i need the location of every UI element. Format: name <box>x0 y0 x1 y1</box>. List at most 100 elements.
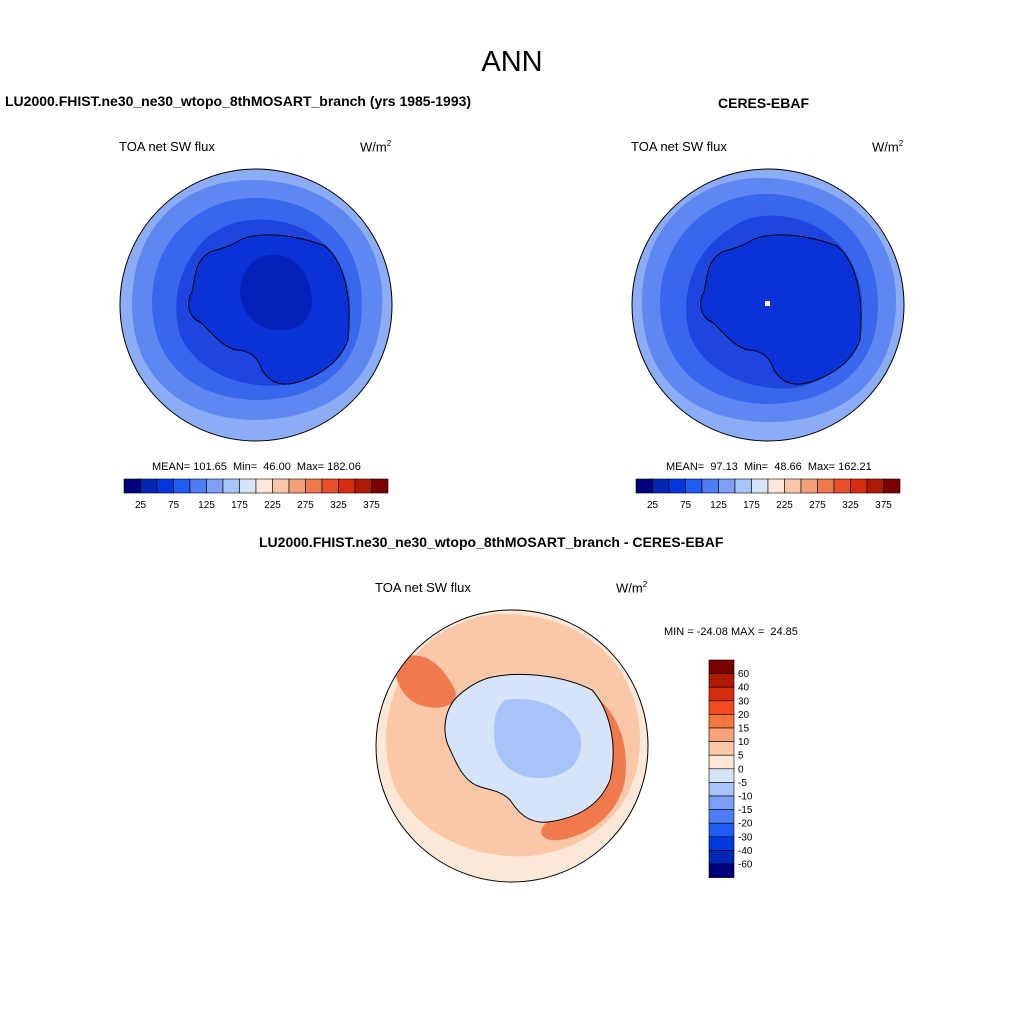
colorbar-swatch <box>751 478 769 494</box>
colorbar-swatch <box>140 478 158 494</box>
colorbar-tick-label: 175 <box>743 500 760 511</box>
colorbar-tick-label: -60 <box>738 860 753 871</box>
colorbar-tick-label: 40 <box>738 683 750 694</box>
colorbar-tick-label: 5 <box>738 751 744 762</box>
colorbar-tick-label: 375 <box>875 500 892 511</box>
colorbar-tick-label: 225 <box>264 500 281 511</box>
colorbar-swatch <box>272 478 290 494</box>
panel1-variable-label: TOA net SW flux <box>119 139 215 154</box>
panel3-units-label: W/m2 <box>616 580 648 596</box>
colorbar-swatch <box>635 478 653 494</box>
colorbar-tick-label: -40 <box>738 846 753 857</box>
colorbar-tick-label: 275 <box>297 500 314 511</box>
colorbar-swatch <box>173 478 191 494</box>
colorbar-tick-label: 125 <box>198 500 215 511</box>
colorbar-tick-label: 20 <box>738 710 750 721</box>
colorbar-ceres: 25 75 125 175 225 275 325 375 <box>635 478 901 511</box>
panel3-title: LU2000.FHIST.ne30_ne30_wtopo_8thMOSART_b… <box>259 534 724 550</box>
colorbar-swatch <box>708 741 735 756</box>
colorbar-swatch <box>833 478 851 494</box>
panel2-units-label: W/m2 <box>872 139 904 155</box>
colorbar-swatch <box>708 768 735 783</box>
colorbar-tick-label: 30 <box>738 696 750 707</box>
colorbar-tick-label: 15 <box>738 724 750 735</box>
colorbar-swatch <box>850 478 868 494</box>
colorbar-swatch <box>734 478 752 494</box>
figure-title: ANN <box>481 46 543 78</box>
colorbar-tick-label: 325 <box>330 500 347 511</box>
colorbar-swatch <box>305 478 323 494</box>
colorbar-swatch <box>255 478 273 494</box>
colorbar-tick-label: 175 <box>231 500 248 511</box>
colorbar-swatch <box>708 795 735 810</box>
colorbar-swatch <box>701 478 719 494</box>
colorbar-swatch <box>156 478 174 494</box>
colorbar-tick-label: 75 <box>680 500 692 511</box>
map-ceres-boundary <box>631 168 905 442</box>
colorbar-swatch <box>866 478 884 494</box>
colorbar-swatch <box>708 686 735 702</box>
colorbar-swatch <box>708 714 735 729</box>
colorbar-swatch <box>206 478 224 494</box>
colorbar-swatch <box>708 836 735 851</box>
map-difference <box>376 610 648 882</box>
colorbar-tick-label: 225 <box>776 500 793 511</box>
colorbar-tick-label: 60 <box>738 669 750 680</box>
panel1-stats: MEAN= 101.65 Min= 46.00 Max= 182.06 <box>152 461 361 473</box>
panel2-title: CERES-EBAF <box>718 95 810 111</box>
colorbar-swatch <box>338 478 356 494</box>
map-difference-boundary <box>375 609 649 883</box>
map-ceres <box>632 169 904 441</box>
colorbar-swatch <box>123 478 141 494</box>
colorbar-tick-label: 0 <box>738 764 744 775</box>
colorbar-tick-label: 275 <box>809 500 826 511</box>
colorbar-tick-label: -10 <box>738 792 753 803</box>
colorbar-swatch <box>800 478 818 494</box>
panel2-variable-label: TOA net SW flux <box>631 139 727 154</box>
panel2-stats: MEAN= 97.13 Min= 48.66 Max= 162.21 <box>666 461 872 473</box>
colorbar-tick-label: -5 <box>738 778 747 789</box>
colorbar-swatch <box>767 478 785 494</box>
colorbar-swatch <box>708 659 735 674</box>
colorbar-tick-label: 375 <box>363 500 380 511</box>
map-model-boundary <box>119 168 393 442</box>
colorbar-swatch <box>883 478 901 494</box>
colorbar-swatch <box>708 809 735 824</box>
colorbar-swatch <box>708 700 735 715</box>
colorbar-swatch <box>668 478 686 494</box>
colorbar-swatch <box>784 478 802 494</box>
colorbar-tick-label: -15 <box>738 805 753 816</box>
colorbar-tick-label: 25 <box>135 500 147 511</box>
colorbar-tick-label: -30 <box>738 832 753 843</box>
colorbar-swatch <box>222 478 240 494</box>
map-model <box>120 169 392 441</box>
colorbar-swatch <box>708 754 735 770</box>
colorbar-model: 25 75 125 175 225 275 325 375 <box>123 478 389 511</box>
colorbar-swatch <box>652 478 670 494</box>
colorbar-swatch <box>685 478 703 494</box>
colorbar-swatch <box>708 782 735 797</box>
colorbar-swatch <box>708 850 735 865</box>
colorbar-swatch <box>708 727 735 742</box>
colorbar-swatch <box>288 478 306 494</box>
panel3-variable-label: TOA net SW flux <box>375 580 471 595</box>
panel1-units-label: W/m2 <box>360 139 392 155</box>
colorbar-swatch <box>708 822 735 838</box>
colorbar-swatch <box>354 478 372 494</box>
colorbar-swatch <box>708 863 735 878</box>
colorbar-tick-label: -20 <box>738 819 753 830</box>
colorbar-swatch <box>817 478 835 494</box>
colorbar-swatch <box>371 478 389 494</box>
colorbar-tick-label: 75 <box>168 500 180 511</box>
colorbar-swatch <box>718 478 736 494</box>
panel1-title: LU2000.FHIST.ne30_ne30_wtopo_8thMOSART_b… <box>5 93 472 109</box>
panel3-minmax: MIN = -24.08 MAX = 24.85 <box>664 626 798 638</box>
colorbar-swatch <box>189 478 207 494</box>
colorbar-swatch <box>708 673 735 688</box>
colorbar-tick-label: 325 <box>842 500 859 511</box>
colorbar-difference: 60 40 30 20 15 10 5 0 -5 -10 -15 -20 -30 -40 -60 <box>708 659 753 878</box>
colorbar-tick-label: 125 <box>710 500 727 511</box>
colorbar-swatch <box>321 478 339 494</box>
colorbar-swatch <box>239 478 257 494</box>
